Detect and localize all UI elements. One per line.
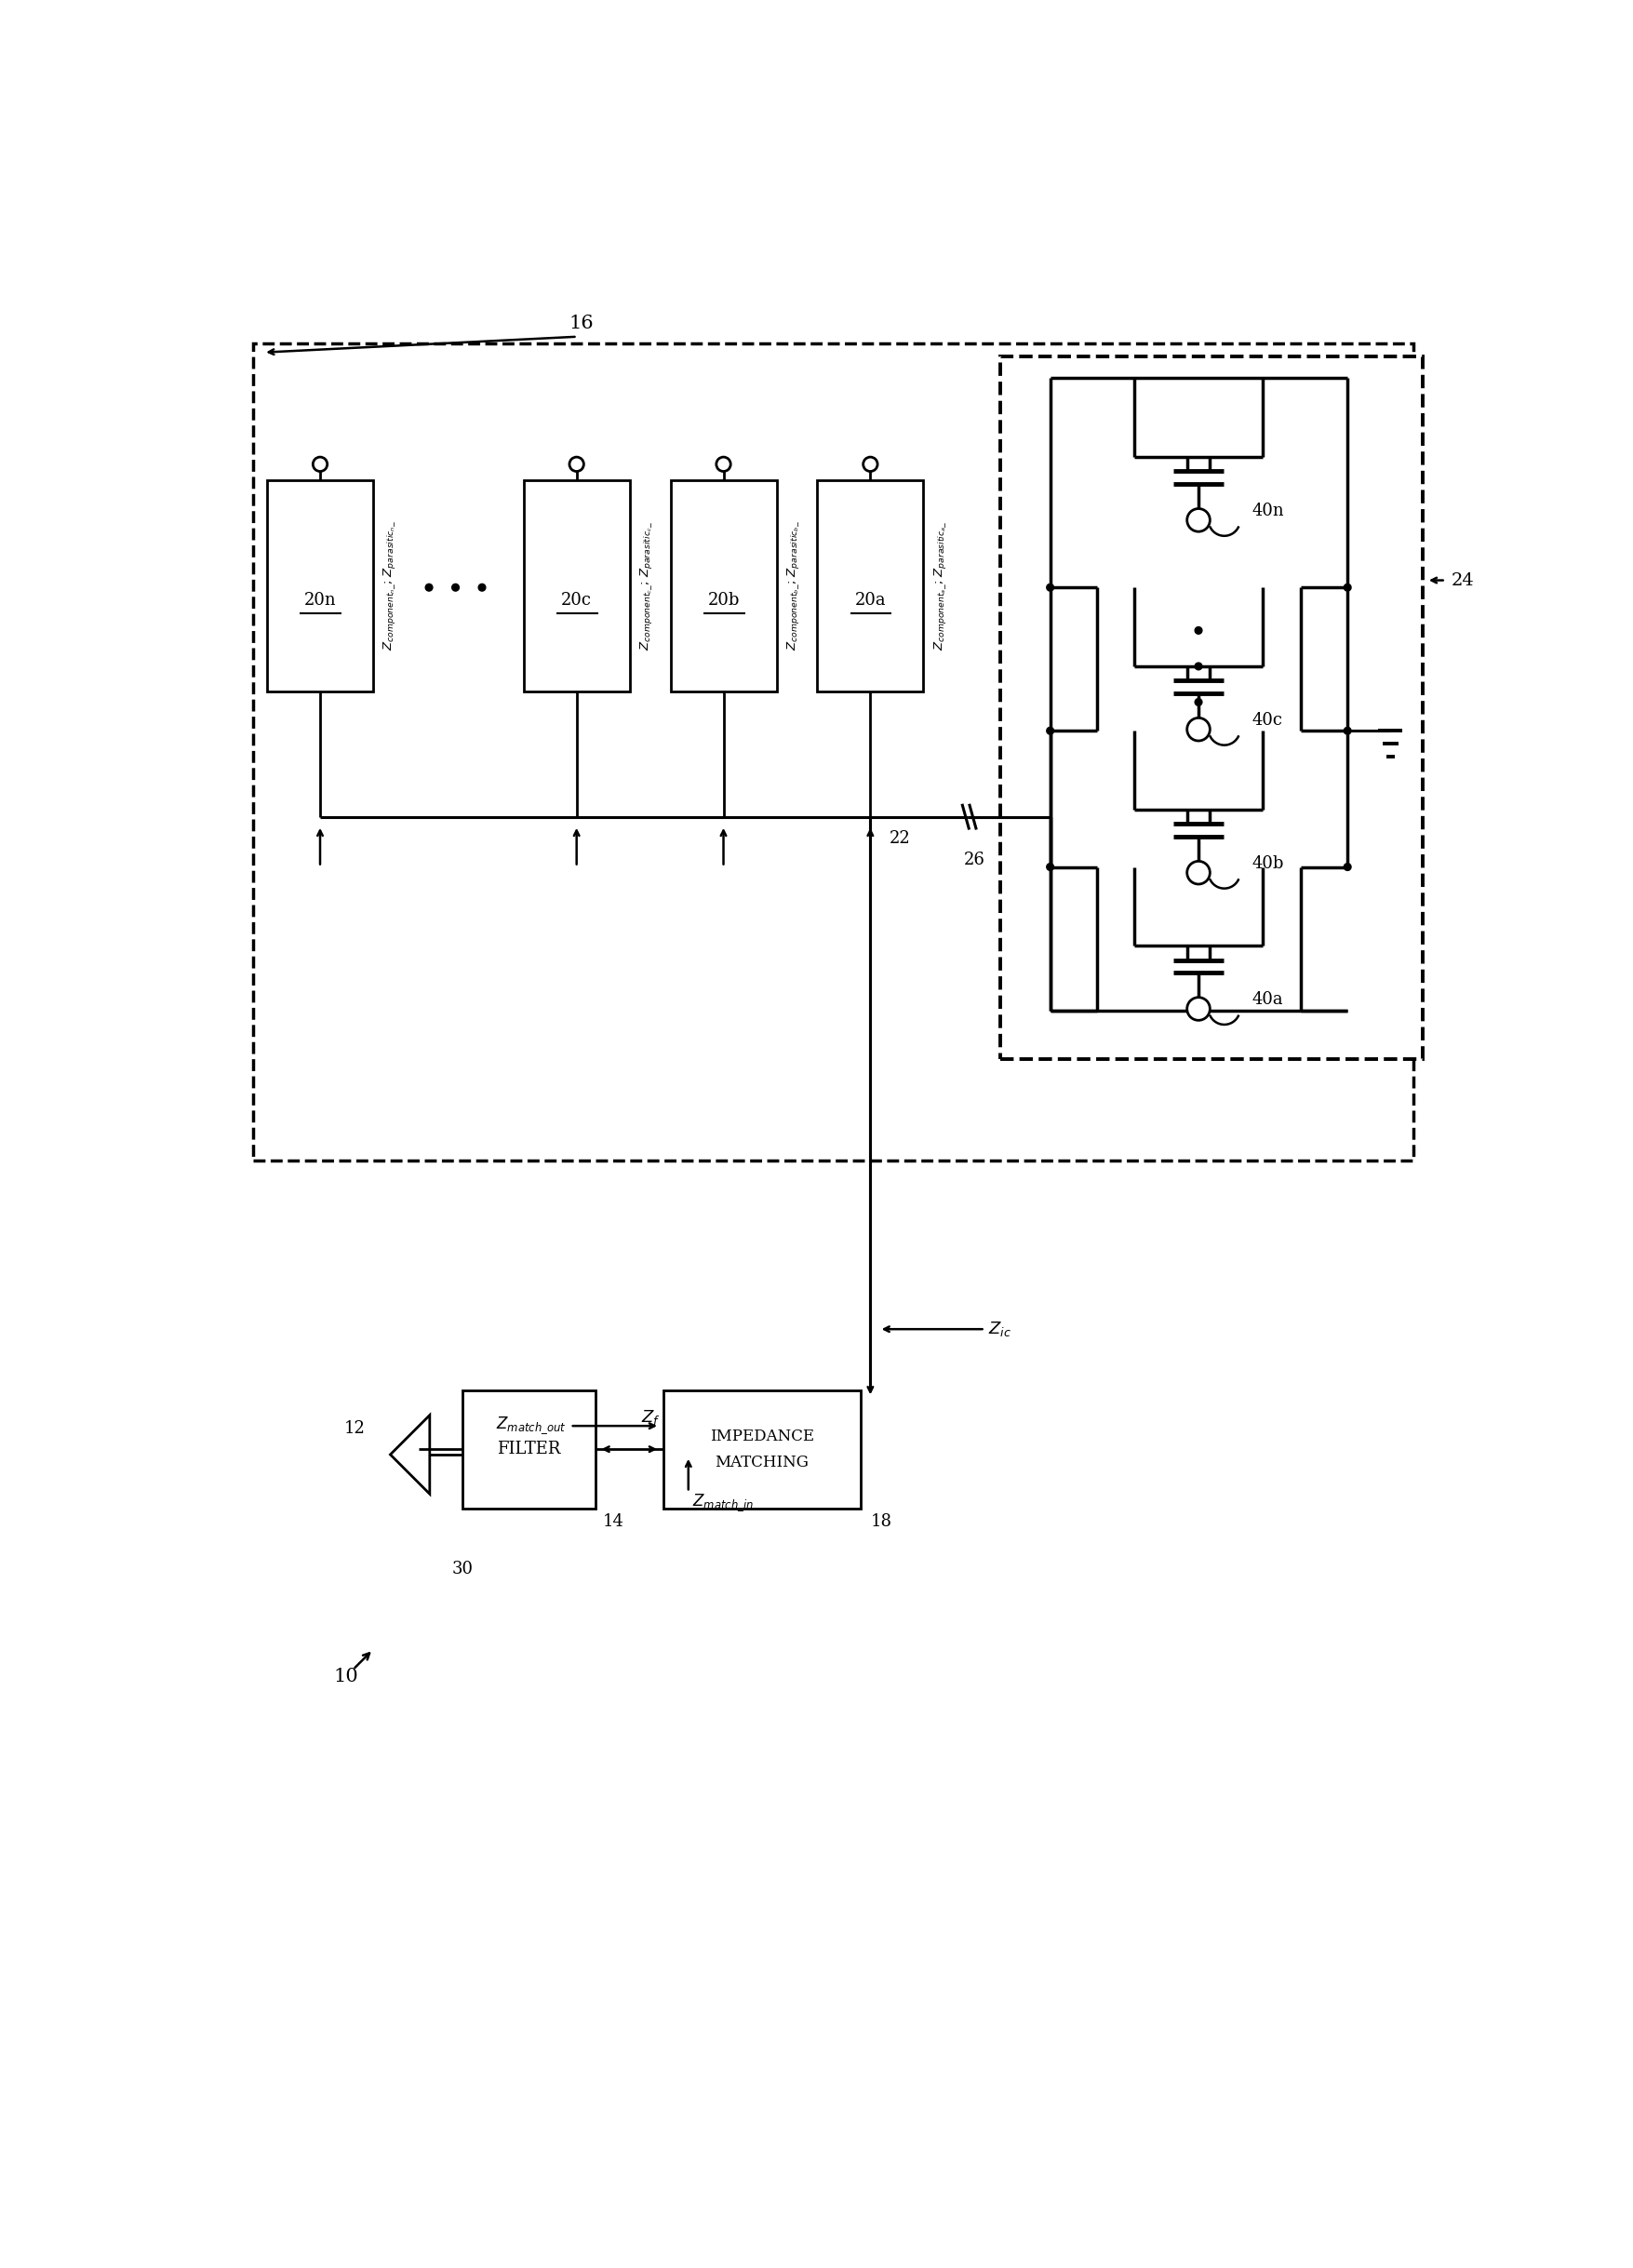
Text: $Z_{match\_out}$: $Z_{match\_out}$ xyxy=(496,1415,567,1436)
Circle shape xyxy=(1344,864,1350,871)
Text: 40a: 40a xyxy=(1251,991,1284,1007)
Text: 18: 18 xyxy=(870,1513,892,1529)
Bar xyxy=(523,481,629,692)
Circle shape xyxy=(452,583,459,592)
Text: IMPEDANCE: IMPEDANCE xyxy=(709,1429,813,1445)
Text: 22: 22 xyxy=(888,830,910,846)
Text: 30: 30 xyxy=(452,1560,474,1579)
Circle shape xyxy=(1186,862,1210,885)
Text: $Z_{component_a\_}$; $Z_{parasitic_a\_}$: $Z_{component_a\_}$; $Z_{parasitic_a\_}$ xyxy=(931,522,947,651)
Bar xyxy=(663,1390,861,1508)
Text: 40n: 40n xyxy=(1251,503,1284,519)
Text: 20a: 20a xyxy=(854,592,885,608)
Text: $Z_{ic}$: $Z_{ic}$ xyxy=(988,1320,1011,1338)
Text: $Z_{component_n\_}$; $Z_{parasitic_n\_}$: $Z_{component_n\_}$; $Z_{parasitic_n\_}$ xyxy=(382,522,397,651)
Bar xyxy=(670,481,776,692)
Text: 20c: 20c xyxy=(560,592,591,608)
Circle shape xyxy=(862,458,877,472)
Circle shape xyxy=(1047,864,1053,871)
Text: 20b: 20b xyxy=(707,592,740,608)
Circle shape xyxy=(1186,508,1210,531)
Circle shape xyxy=(1194,662,1202,669)
Text: $Z_{component_b\_}$; $Z_{parasitic_b\_}$: $Z_{component_b\_}$; $Z_{parasitic_b\_}$ xyxy=(784,522,800,651)
Circle shape xyxy=(1344,583,1350,592)
Circle shape xyxy=(1194,626,1202,635)
Text: 14: 14 xyxy=(603,1513,624,1529)
Circle shape xyxy=(1194,699,1202,705)
Text: $Z_{match\_in}$: $Z_{match\_in}$ xyxy=(691,1492,753,1513)
Bar xyxy=(999,356,1422,1059)
Circle shape xyxy=(1047,583,1053,592)
Circle shape xyxy=(570,458,583,472)
Text: 40b: 40b xyxy=(1251,855,1284,871)
Circle shape xyxy=(715,458,730,472)
Text: 20n: 20n xyxy=(304,592,336,608)
Text: MATCHING: MATCHING xyxy=(715,1454,808,1470)
Bar xyxy=(462,1390,594,1508)
Circle shape xyxy=(1186,719,1210,742)
Bar xyxy=(266,481,372,692)
Circle shape xyxy=(1186,998,1210,1021)
Polygon shape xyxy=(390,1415,429,1495)
Text: 40c: 40c xyxy=(1251,712,1282,728)
Circle shape xyxy=(425,583,433,592)
Bar xyxy=(816,481,923,692)
Text: 10: 10 xyxy=(333,1667,358,1685)
Bar xyxy=(253,345,1413,1161)
Circle shape xyxy=(1047,728,1053,735)
Text: $Z_{f}$: $Z_{f}$ xyxy=(640,1408,660,1427)
Circle shape xyxy=(478,583,485,592)
Text: 16: 16 xyxy=(568,315,593,333)
Text: $Z_{component_c\_}$; $Z_{parasitic_c\_}$: $Z_{component_c\_}$; $Z_{parasitic_c\_}$ xyxy=(639,522,653,651)
Text: 12: 12 xyxy=(343,1420,364,1438)
Text: 24: 24 xyxy=(1450,572,1473,590)
Text: FILTER: FILTER xyxy=(496,1440,560,1458)
Circle shape xyxy=(314,458,327,472)
Text: 26: 26 xyxy=(963,850,985,869)
Circle shape xyxy=(1344,728,1350,735)
